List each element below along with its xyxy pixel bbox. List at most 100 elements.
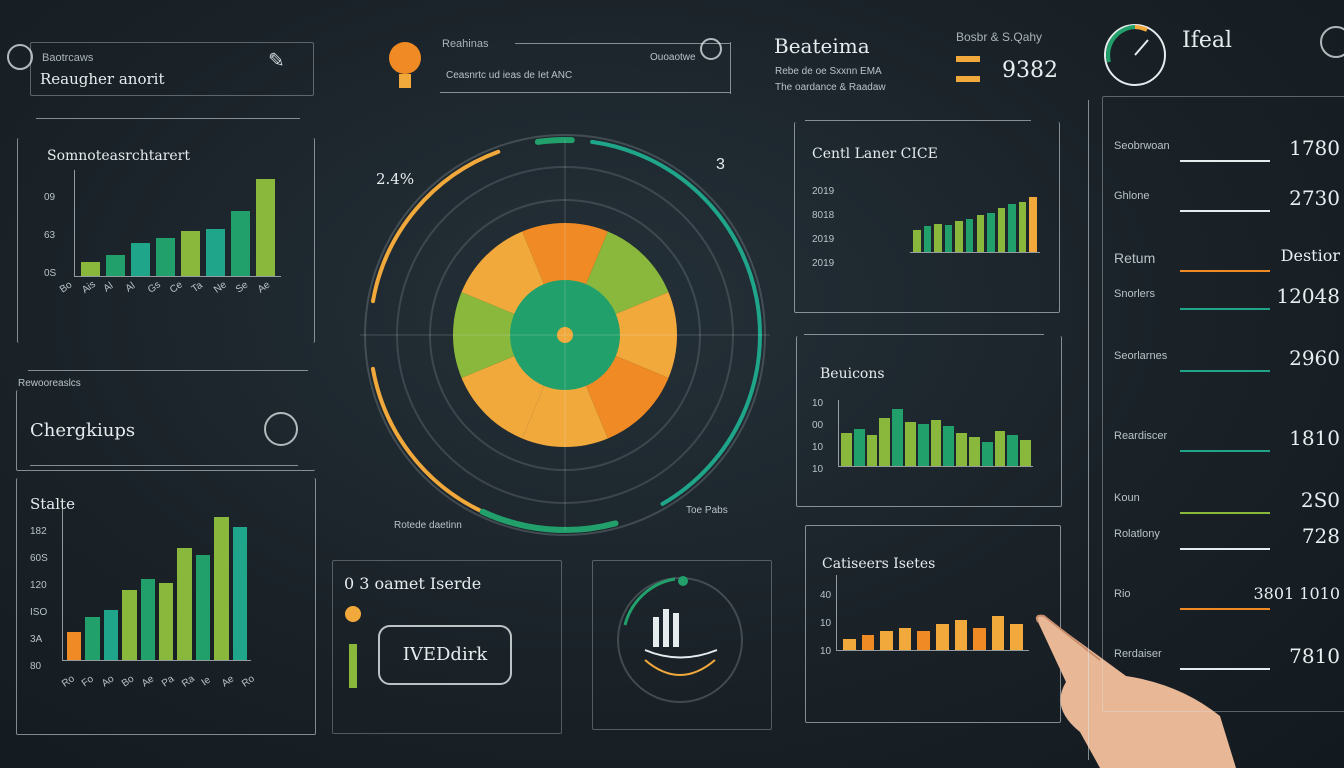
axis-label: Ra — [180, 673, 197, 690]
chart-bar — [981, 441, 993, 466]
axis-label: Ie — [199, 674, 213, 689]
donut-footnote: Rotede daetinn — [394, 520, 462, 531]
chart-bar — [994, 430, 1006, 466]
axis-label: ISO — [30, 607, 48, 618]
chart-bar — [969, 437, 980, 466]
chart-bar — [1007, 435, 1019, 466]
axis-label: Ae — [219, 673, 237, 690]
axis-label: 2019 — [812, 234, 835, 245]
chart-bar — [159, 582, 174, 660]
kpi-value: 2960 — [1289, 346, 1340, 370]
chart-bar — [232, 526, 247, 660]
right-bar-chart-2 — [838, 400, 1033, 467]
right-title: Beateima — [774, 34, 870, 58]
chart-bar — [156, 238, 175, 276]
axis-label: 10 — [812, 442, 824, 453]
chart-bar — [880, 631, 893, 650]
donut-center-dot — [557, 327, 573, 343]
kpi-value: 1780 — [1289, 136, 1340, 160]
chart-bar — [140, 579, 155, 660]
yellow-marker — [956, 76, 980, 82]
chart-bar — [930, 419, 942, 466]
chart-bar — [1029, 197, 1037, 252]
chart-bar — [965, 219, 974, 252]
axis-label: Ce — [168, 279, 185, 296]
kpi-label: Koun — [1114, 492, 1140, 504]
section-title: Chergkiups — [30, 420, 136, 441]
axis-label: Al — [123, 280, 138, 295]
axis-label: Ta — [189, 279, 205, 296]
clock-icon[interactable] — [700, 38, 722, 60]
speedometer-icon — [1104, 24, 1166, 86]
pie-slice — [522, 335, 608, 448]
chart-bar — [195, 554, 211, 660]
panel-title: Beuicons — [820, 366, 885, 382]
kpi-value: 7810 — [1289, 644, 1340, 668]
donut-guide-ring — [396, 166, 734, 504]
axis-label: Ro — [240, 673, 257, 690]
chart-bar — [956, 433, 967, 466]
chart-bar — [973, 627, 986, 650]
outer-ring-arc — [370, 149, 501, 304]
divider — [515, 43, 730, 44]
center-line: Ouoaotwe — [650, 52, 696, 63]
chart-bar — [85, 616, 100, 660]
divider — [1088, 100, 1089, 760]
section-header: Rewooreaslcs — [18, 378, 81, 389]
chart-bar — [853, 428, 865, 466]
axis-label: 182 — [30, 526, 47, 537]
stamp-button[interactable]: IVEDdirk — [378, 625, 512, 685]
axis-label: Ao — [99, 673, 117, 690]
donut-footnote: Toe Pabs — [686, 505, 728, 516]
kpi-value: 2S0 — [1300, 488, 1340, 512]
divider — [30, 465, 298, 466]
kpi-value: Destior — [1280, 246, 1340, 265]
chart-bar — [976, 214, 985, 252]
chart-bar — [81, 261, 100, 276]
corner-label: 3 — [716, 156, 725, 173]
settings-icon[interactable] — [7, 44, 33, 70]
axis-label: 09 — [44, 192, 56, 203]
kpi-value: 728 — [1301, 524, 1340, 548]
axis-label: 10 — [812, 464, 824, 475]
chart-title: Stalte — [30, 495, 75, 513]
lightbulb-icon — [385, 36, 425, 96]
refresh-icon[interactable] — [264, 412, 298, 446]
axis-label: 2019 — [812, 186, 835, 197]
axis-label: Ae — [255, 279, 273, 296]
chart-bar — [866, 435, 878, 466]
chart-bar — [256, 179, 275, 276]
chart-bar — [923, 225, 932, 252]
right-bar-chart-3 — [836, 575, 1029, 651]
pie-slice — [565, 292, 677, 378]
outer-ring-arc — [370, 366, 485, 514]
chart-bar — [206, 228, 225, 276]
left-bottom-chart-panel — [16, 478, 316, 735]
right-chart-panel-2 — [796, 336, 1062, 507]
panel-title: 0 3 oamet Iserde — [344, 574, 482, 593]
divider — [440, 92, 730, 93]
right-subtitle: Bosbr & S.Qahy — [956, 30, 1043, 44]
kpi-value: 3801 1010 — [1253, 584, 1340, 603]
axis-label: 10 — [820, 646, 832, 657]
right-chart-panel-3 — [805, 525, 1061, 723]
divider — [804, 334, 1044, 335]
edit-icon[interactable]: ✎ — [268, 50, 285, 72]
kpi-label: Ghlone — [1114, 190, 1150, 202]
chart-bar — [898, 627, 912, 650]
chart-bar — [936, 623, 949, 650]
axis-label: Pa — [159, 673, 177, 690]
chart-bar — [67, 632, 82, 660]
settings-icon[interactable] — [1320, 26, 1344, 58]
pie-slice — [522, 223, 608, 335]
chart-bar — [861, 635, 875, 650]
chart-bar — [913, 230, 921, 252]
axis-label: Ais — [80, 279, 98, 296]
kpi-trend-line — [1180, 548, 1270, 550]
chart-bar — [181, 231, 200, 276]
chart-bar — [214, 517, 229, 660]
chart-bar — [987, 212, 995, 252]
kpi-label: Rio — [1114, 588, 1131, 600]
chart-bar — [944, 224, 953, 252]
chart-title: Somnoteasrchtarert — [47, 148, 191, 164]
